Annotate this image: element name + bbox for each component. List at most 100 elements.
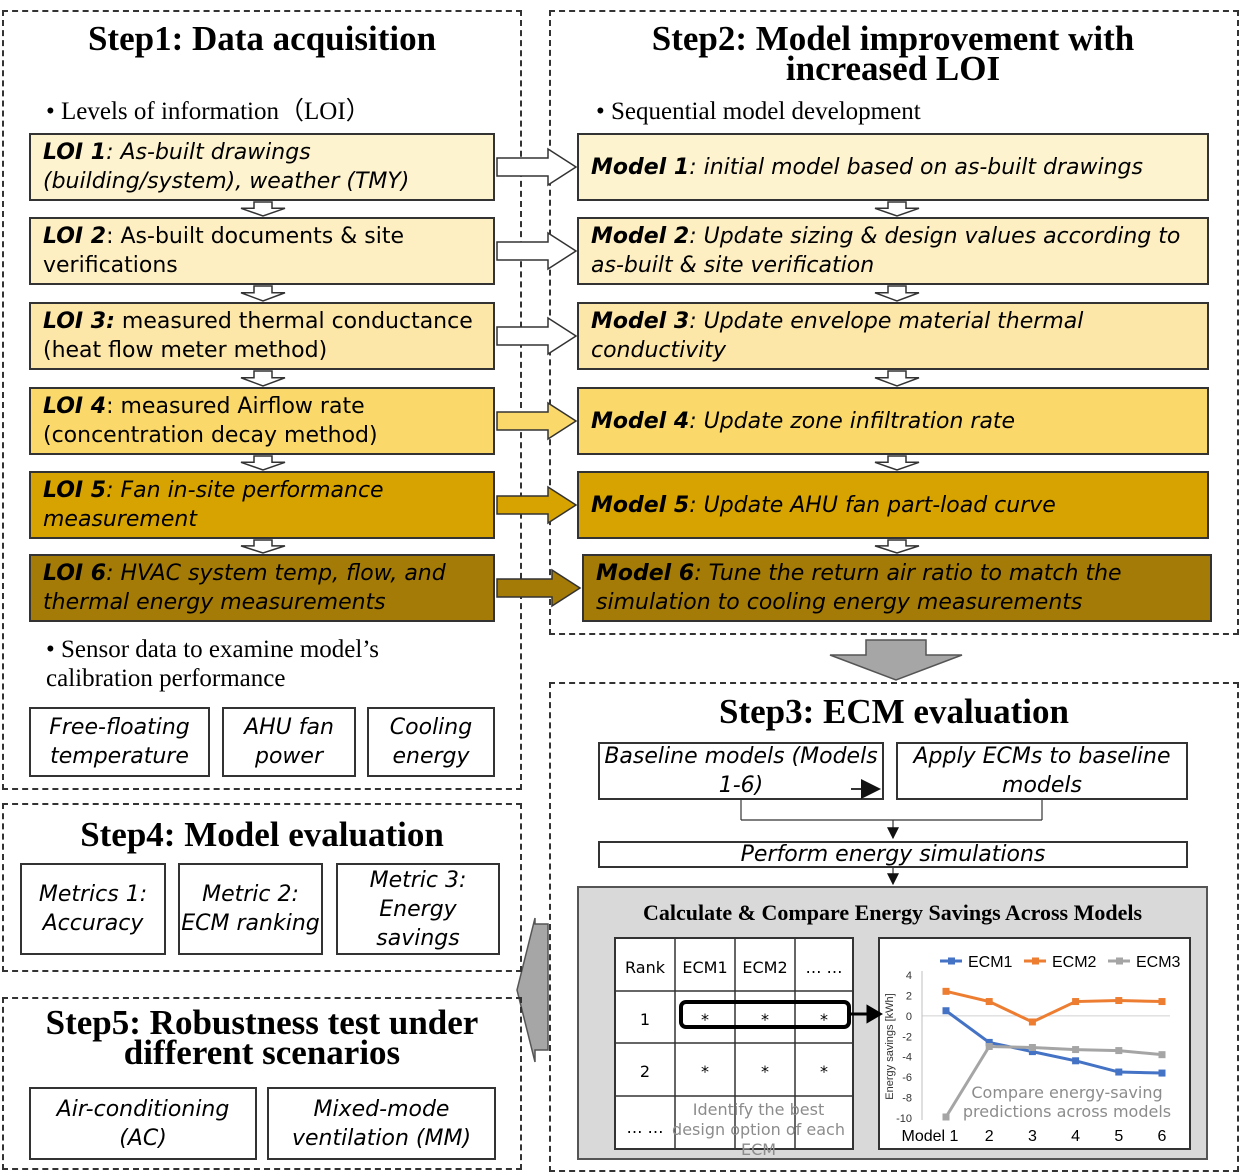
series-line-ecm2 <box>945 989 1163 1024</box>
legend-marker <box>1116 957 1123 965</box>
table-cell-r1-ecm2: * <box>761 1010 769 1029</box>
loi-key: LOI 6 <box>43 561 107 586</box>
down-arrow-icon <box>240 539 286 554</box>
big-left-arrow <box>516 917 549 1063</box>
model-box-2: Model 2: Update sizing & design values a… <box>577 217 1209 285</box>
table-header-ecm2: ECM2 <box>742 958 788 977</box>
table-cell-rank-more: … … <box>626 1118 664 1137</box>
loi-key: LOI 2 <box>43 224 107 249</box>
scenario-ac: Air-conditioning (AC) <box>29 1087 257 1160</box>
right-arrow-icon <box>496 231 578 271</box>
loi-box-2: LOI 2: As-built documents & site verific… <box>29 217 495 285</box>
down-arrow-icon <box>874 201 920 217</box>
down-arrow-icon <box>874 539 920 554</box>
loi-key: LOI 1 <box>43 140 107 165</box>
down-arrow-icon <box>874 370 920 387</box>
y-tick-label: -10 <box>896 1113 912 1125</box>
table-cell-r2-ecm1: * <box>701 1062 709 1081</box>
table-header-ecm1: ECM1 <box>682 958 728 977</box>
legend-marker <box>1032 957 1039 965</box>
model-box-6: Model 6: Tune the return air ratio to ma… <box>582 554 1212 622</box>
legend-marker <box>948 957 955 965</box>
y-tick-label: -4 <box>902 1052 912 1064</box>
loi-box-5: LOI 5: Fan in-site performance measureme… <box>29 471 495 539</box>
table-to-chart-arrow <box>850 1004 883 1024</box>
table-header-more: … … <box>805 958 843 977</box>
y-tick-label: -8 <box>902 1093 912 1105</box>
rank1-highlight <box>679 1000 851 1029</box>
table-cell-r1-ecm1: * <box>701 1010 709 1029</box>
model-box-1: Model 1: initial model based on as-built… <box>577 133 1209 201</box>
loi-text: : measured Airflow rate (concentration d… <box>43 394 378 448</box>
step3-title: Step3: ECM evaluation <box>719 692 1069 731</box>
x-tick-label: 2 <box>985 1128 994 1145</box>
y-axis-label: Energy savings [kWh] <box>884 993 896 1099</box>
x-tick-label: 6 <box>1158 1128 1167 1145</box>
metric-accuracy: Metrics 1: Accuracy <box>20 863 166 955</box>
model-text: : Update sizing & design values accordin… <box>591 224 1181 278</box>
table-cell-r1-more: * <box>820 1010 828 1029</box>
data-point-ecm2 <box>1115 997 1123 1005</box>
loi-text: : HVAC system temp, flow, and thermal en… <box>43 561 446 615</box>
step5-title: Step5: Robustness test under different s… <box>45 1003 479 1072</box>
apply-ecms-box: Apply ECMs to baseline models <box>896 742 1188 800</box>
data-point-ecm1 <box>1158 1069 1166 1077</box>
scenario-mm: Mixed-mode ventilation (MM) <box>267 1087 496 1160</box>
model-text: : Update envelope material thermal condu… <box>591 309 1084 363</box>
down-arrows <box>240 201 920 554</box>
table-cell-rank-1: 1 <box>639 1010 651 1029</box>
model-box-3: Model 3: Update envelope material therma… <box>577 302 1209 370</box>
model-key: Model 6 <box>596 561 695 586</box>
perform-simulations-box: Perform energy simulations <box>598 841 1188 868</box>
model-text: : Update AHU fan part-load curve <box>689 492 1056 518</box>
chart-panel <box>878 937 1191 1150</box>
sensor-cooling-energy: Cooling energy <box>367 707 495 777</box>
y-tick-label: 2 <box>906 990 912 1002</box>
y-tick-label: 0 <box>906 1011 912 1023</box>
loi-box-1: LOI 1: As-built drawings (building/syste… <box>29 133 495 201</box>
x-tick-label: 4 <box>1071 1128 1080 1145</box>
data-point-ecm2 <box>1158 998 1166 1006</box>
down-arrow-icon <box>874 285 920 302</box>
data-point-ecm2 <box>1028 1018 1036 1026</box>
step3-panel <box>549 682 1239 1172</box>
right-arrows <box>496 147 582 608</box>
metric-ecm-ranking: Metric 2: ECM ranking <box>178 863 323 955</box>
data-point-ecm3 <box>1158 1051 1166 1059</box>
loi-text: : Fan in-site performance measurement <box>43 478 384 532</box>
step4-panel <box>2 803 522 972</box>
down-arrow-icon <box>240 285 286 302</box>
loi-box-4: LOI 4: measured Airflow rate (concentrat… <box>29 387 495 455</box>
x-tick-label: 3 <box>1028 1128 1037 1145</box>
right-arrow-icon <box>496 316 578 356</box>
y-tick-label: 4 <box>906 970 912 982</box>
y-tick-label: -2 <box>902 1031 912 1043</box>
loi-text: measured thermal conductance (heat flow … <box>43 309 473 363</box>
step3-connectors <box>740 779 1043 886</box>
data-point-ecm2 <box>1072 998 1080 1006</box>
step1-bullet-sensor: • Sensor data to examine model’s calibra… <box>46 636 379 692</box>
table-cell-rank-2: 2 <box>639 1062 651 1081</box>
model-key: Model 2 <box>591 224 690 249</box>
x-tick-label: Model 1 <box>902 1128 959 1145</box>
legend-ecm3: ECM3 <box>1136 954 1181 971</box>
table-header-rank: Rank <box>625 958 665 977</box>
step1-panel <box>2 10 522 790</box>
loi-box-6: LOI 6: HVAC system temp, flow, and therm… <box>29 554 495 622</box>
step1-bullet-loi: • Levels of information（LOI） <box>46 98 371 125</box>
table-cell-r2-ecm2: * <box>761 1062 769 1081</box>
loi-key: LOI 4 <box>43 394 107 419</box>
data-point-ecm3 <box>942 1113 950 1121</box>
calc-title: Calculate & Compare Energy Savings Acros… <box>642 900 1143 925</box>
chart-area: 4 2 0 -2 -4 -6 -8 -10 Model 1 2 3 4 5 6 Energy savings… <box>884 954 1181 1145</box>
series-line-ecm1 <box>945 1009 1163 1075</box>
right-arrow-icon <box>496 401 578 441</box>
step2-title: Step2: Model improvement with increased … <box>651 19 1135 88</box>
model-key: Model 1 <box>591 154 690 180</box>
data-point-ecm3 <box>985 1043 993 1050</box>
model-key: Model 4 <box>591 408 690 434</box>
model-box-5: Model 5: Update AHU fan part-load curve <box>577 471 1209 539</box>
sensor-ahu-fan-power: AHU fan power <box>222 707 356 777</box>
data-point-ecm1 <box>1072 1057 1080 1065</box>
